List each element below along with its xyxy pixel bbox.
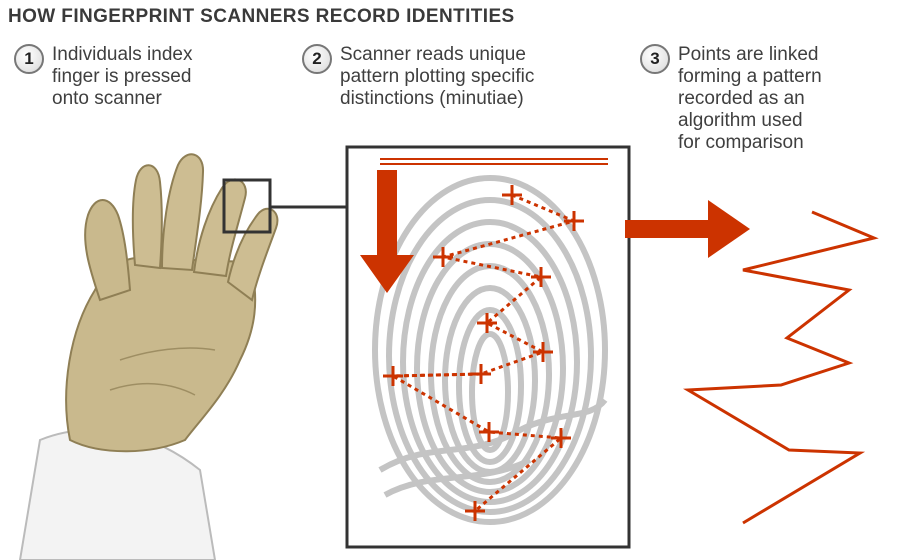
- step-2: 2 Scanner reads unique pattern plotting …: [302, 44, 602, 110]
- minutia-point: [531, 267, 551, 287]
- minutia-point: [479, 422, 499, 442]
- minutia-point: [465, 501, 485, 521]
- minutia-point: [433, 247, 453, 267]
- step-2-number-badge: 2: [302, 44, 332, 74]
- step-1-number-badge: 1: [14, 44, 44, 74]
- minutia-point: [533, 342, 553, 362]
- step-1: 1 Individuals index finger is pressed on…: [14, 44, 274, 110]
- step-3-number-badge: 3: [640, 44, 670, 74]
- minutia-point: [471, 364, 491, 384]
- hand-illustration: [18, 153, 279, 560]
- step-3: 3 Points are linked forming a pattern re…: [640, 44, 890, 154]
- minutia-point: [564, 211, 584, 231]
- down-arrow-icon: [360, 170, 414, 293]
- minutiae-connections: [387, 193, 579, 513]
- step-3-text: Points are linked forming a pattern reco…: [678, 44, 822, 153]
- minutia-point: [383, 366, 403, 386]
- step-1-text: Individuals index finger is pressed onto…: [52, 44, 193, 109]
- minutiae-points: [383, 185, 584, 521]
- step-2-text: Scanner reads unique pattern plotting sp…: [340, 44, 535, 109]
- minutia-point: [502, 185, 522, 205]
- minutia-point: [551, 428, 571, 448]
- minutia-point: [477, 313, 497, 333]
- right-arrow-icon: [625, 200, 750, 258]
- diagram-title: HOW FINGERPRINT SCANNERS RECORD IDENTITI…: [8, 6, 515, 27]
- zigzag-pattern: [682, 210, 879, 525]
